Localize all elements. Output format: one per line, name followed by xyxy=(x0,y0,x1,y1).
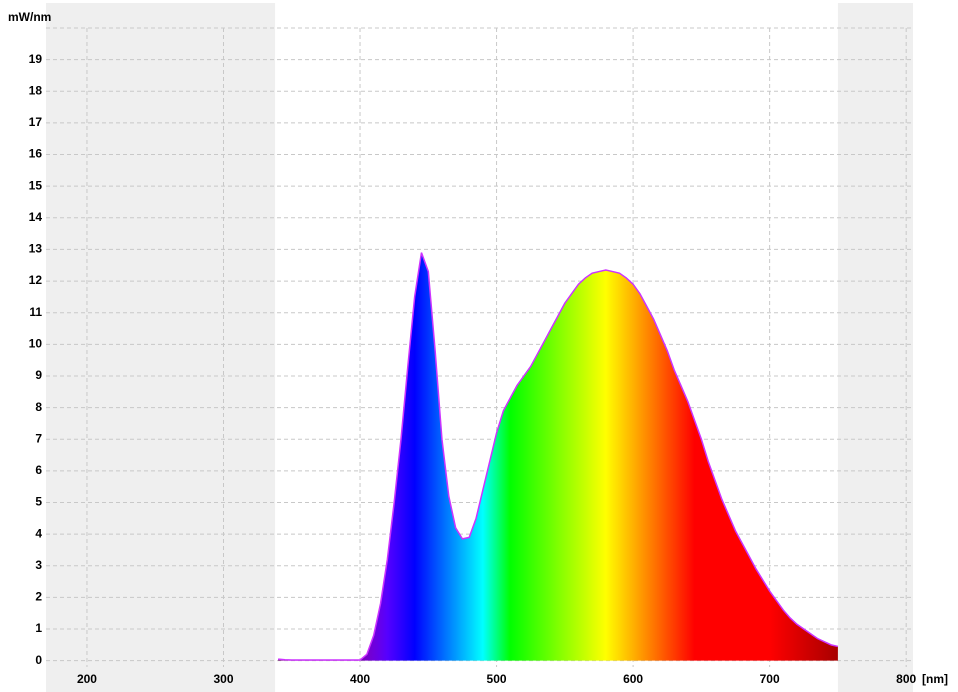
x-tick-label: 800 xyxy=(896,672,916,686)
x-axis-label: [nm] xyxy=(922,672,948,686)
y-tick-label: 14 xyxy=(29,210,43,224)
y-tick-label: 10 xyxy=(29,337,43,351)
y-tick-label: 0 xyxy=(35,653,42,667)
y-tick-label: 2 xyxy=(35,590,42,604)
y-tick-label: 5 xyxy=(35,495,42,509)
spectrum-line xyxy=(278,252,839,661)
x-tick-label: 600 xyxy=(623,672,643,686)
y-tick-label: 15 xyxy=(29,178,43,192)
x-tick-label: 300 xyxy=(213,672,233,686)
y-tick-label: 7 xyxy=(35,431,42,445)
x-tick-label: 500 xyxy=(487,672,507,686)
y-tick-label: 13 xyxy=(29,242,43,256)
x-tick-label: 200 xyxy=(77,672,97,686)
y-tick-label: 19 xyxy=(29,52,43,66)
y-tick-label: 16 xyxy=(29,147,43,161)
out-of-range-band xyxy=(837,3,913,692)
x-tick-label: 700 xyxy=(760,672,780,686)
y-tick-label: 12 xyxy=(29,273,43,287)
y-tick-label: 4 xyxy=(35,526,42,540)
y-tick-label: 18 xyxy=(29,83,43,97)
y-axis-label: mW/nm xyxy=(8,10,51,24)
x-tick-label: 400 xyxy=(350,672,370,686)
y-tick-label: 9 xyxy=(35,368,42,382)
y-tick-label: 6 xyxy=(35,463,42,477)
y-tick-label: 1 xyxy=(35,621,42,635)
y-tick-label: 3 xyxy=(35,558,42,572)
y-tick-label: 8 xyxy=(35,400,42,414)
y-tick-label: 17 xyxy=(29,115,43,129)
out-of-range-band xyxy=(46,3,276,692)
y-tick-label: 11 xyxy=(29,305,42,319)
spectrum-area xyxy=(278,252,838,661)
